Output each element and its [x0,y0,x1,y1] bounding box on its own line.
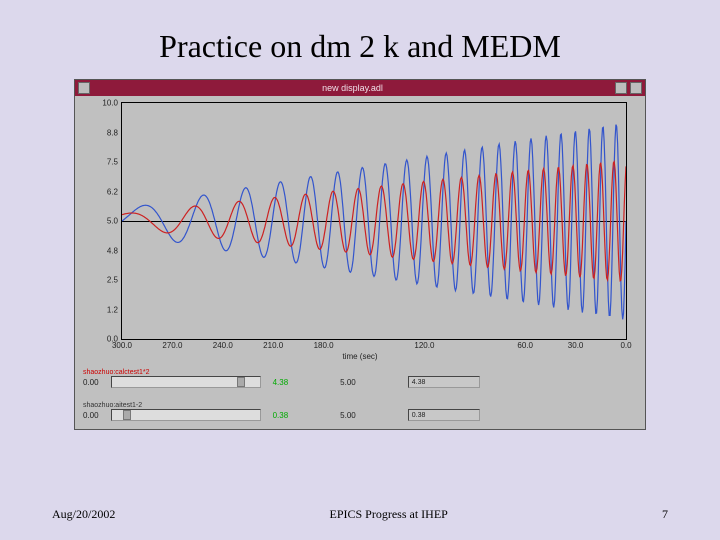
row1-readout[interactable]: 4.38 [408,376,480,388]
plot-area: 10.0 8.8 7.5 6.2 5.0 4.8 2.5 1.2 0.0 300.0 270.0 24… [81,102,639,361]
pv-label-1: shaozhuo:calctest1*2 [83,369,637,376]
ytick-label: 1.2 [107,305,122,314]
slider-2-thumb[interactable] [123,410,131,420]
footer-center: EPICS Progress at IHEP [330,507,448,522]
window-menu-button[interactable] [78,82,90,94]
footer-date: Aug/20/2002 [52,507,115,522]
chart-canvas: 10.08.87.56.25.04.82.51.20.0300.0270.024… [121,102,627,340]
maximize-button[interactable] [630,82,642,94]
ytick-label: 5.0 [107,217,122,226]
slide-footer: Aug/20/2002 EPICS Progress at IHEP 7 [0,507,720,522]
row1-min: 0.00 [83,378,99,387]
row2-max: 5.00 [340,411,356,420]
xtick-label: 0.0 [620,339,631,350]
row1-max: 5.00 [340,378,356,387]
ytick-label: 10.0 [102,99,122,108]
wave-svg [122,103,626,339]
xtick-label: 270.0 [162,339,182,350]
xtick-label: 300.0 [112,339,132,350]
pv-label-2: shaozhuo:aitest1-2 [83,402,637,409]
xtick-label: 60.0 [517,339,533,350]
row1-value: 4.38 [273,378,289,387]
ytick-label: 8.8 [107,128,122,137]
minimize-button[interactable] [615,82,627,94]
medm-window: new display.adl 10.0 8.8 7.5 6.2 5.0 4.8 2.5 1.… [74,79,646,430]
controls-panel: shaozhuo:calctest1*2 0.00 4.38 5.00 4.38… [83,369,637,421]
slider-1[interactable] [111,376,261,388]
row2-readout[interactable]: 0.38 [408,409,480,421]
titlebar[interactable]: new display.adl [75,80,645,96]
slider-1-thumb[interactable] [237,377,245,387]
xtick-label: 180.0 [314,339,334,350]
xtick-label: 120.0 [414,339,434,350]
series-blue_wave [122,125,626,320]
row2-min: 0.00 [83,411,99,420]
control-row-2: shaozhuo:aitest1-2 0.00 0.38 5.00 0.38 [83,402,637,421]
x-axis-label: time (sec) [81,352,639,361]
window-title: new display.adl [90,83,615,93]
row2-value: 0.38 [273,411,289,420]
control-row-1: shaozhuo:calctest1*2 0.00 4.38 5.00 4.38 [83,369,637,388]
ytick-label: 7.5 [107,158,122,167]
slider-2[interactable] [111,409,261,421]
slide-title: Practice on dm 2 k and MEDM [0,0,720,79]
xtick-label: 30.0 [568,339,584,350]
ytick-label: 4.8 [107,246,122,255]
ytick-label: 6.2 [107,187,122,196]
ytick-label: 2.5 [107,276,122,285]
xtick-label: 240.0 [213,339,233,350]
xtick-label: 210.0 [263,339,283,350]
footer-page: 7 [662,507,668,522]
